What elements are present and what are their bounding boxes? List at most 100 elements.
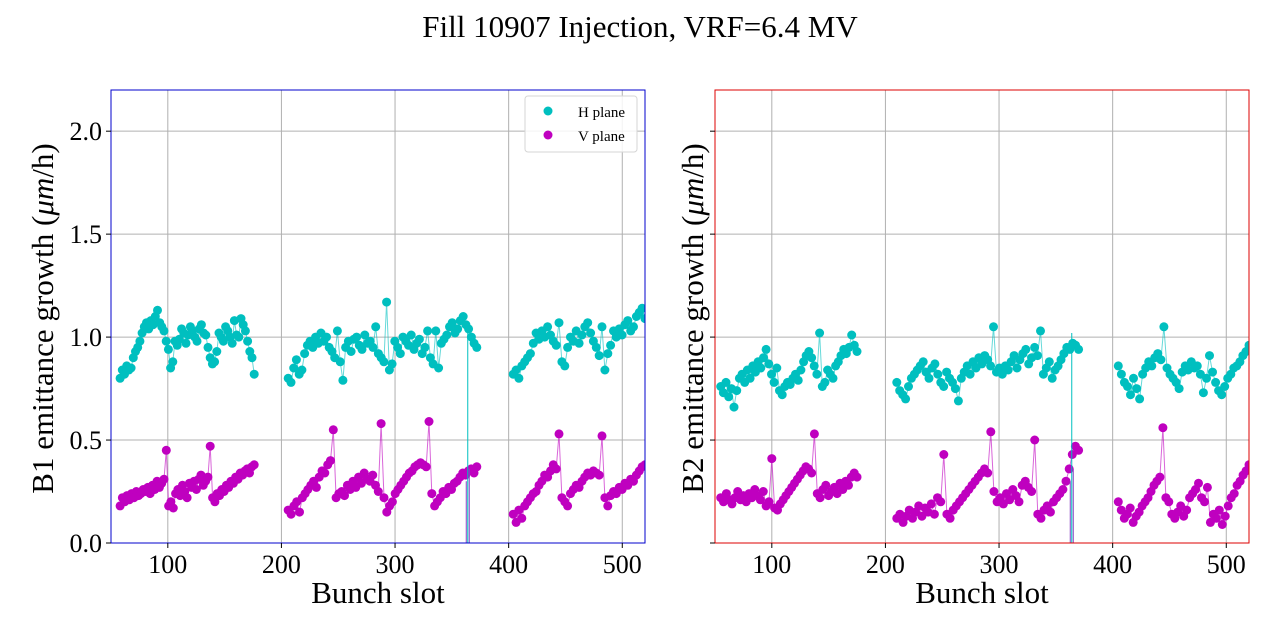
h-plane-point [583,318,593,328]
v-plane-point [1030,435,1040,445]
h-plane-point [1202,373,1211,383]
h-plane-point [249,369,259,379]
h-plane-point [453,324,463,334]
h-plane-point [953,396,963,406]
v-plane-point [205,441,215,451]
v-plane-point [328,425,338,435]
h-plane-point [761,344,771,354]
h-plane-point [586,328,596,338]
v-plane-point [1045,507,1055,517]
h-plane-point [234,332,244,342]
h-plane-point [289,363,299,373]
v-plane-point [594,470,604,480]
h-plane-point [767,369,776,379]
x-tick-label: 300 [376,550,415,579]
v-plane-point [815,493,825,503]
b2-data [716,322,1249,543]
x-tick-label: 300 [980,550,1019,579]
h-plane-point [335,357,345,367]
v-plane-point [196,470,206,480]
v-plane-point [1223,501,1233,511]
v-plane-point [161,445,171,455]
b2-xticks: 100 200 300 400 500 [752,543,1246,579]
v-plane-point [1036,513,1046,523]
legend-box [524,95,638,153]
y-tick-label: 2.0 [70,117,103,146]
v-plane-point [373,487,383,496]
h-plane-point [420,342,430,352]
v-plane-point [340,491,349,501]
h-plane-point [847,330,857,340]
h-plane-point [796,365,806,375]
h-plane-point [732,386,742,396]
v-plane-point [1202,482,1212,492]
v-plane-point [563,501,573,511]
b1-grid [111,90,645,543]
b1-yticks: 0.0 0.5 1.0 1.5 2.0 [70,117,111,558]
h-plane-point [591,342,601,352]
h-plane-point [382,297,392,307]
h-plane-point [434,363,444,373]
v-plane-point [554,429,564,439]
h-plane-point [1205,351,1214,361]
h-plane-point [1220,382,1230,391]
x-tick-label: 200 [262,550,301,579]
v-plane-point [210,497,220,507]
v-plane-point [1244,460,1249,470]
h-plane-point [852,347,862,356]
h-plane-point [159,326,169,336]
v-plane-point [1014,497,1024,507]
h-plane-point [431,326,441,336]
h-plane-point [1044,357,1054,367]
v-plane-point [203,472,213,482]
h-plane-point [1198,388,1208,398]
h-plane-point [543,322,553,332]
h-plane-point [360,330,370,340]
h-plane-point [126,363,136,373]
h-plane-point [769,377,779,387]
h-plane-point [286,377,296,387]
v-plane-point [758,487,768,496]
h-plane-point [600,365,610,375]
h-plane-point [904,382,913,391]
b1-ylabel: B1 emittance growth (μm/h) [25,143,60,493]
h-plane-point [606,340,616,350]
b2-ylabel-suffix: /h) [675,143,710,177]
h-plane-point [371,322,381,332]
h-plane-point [1047,373,1057,383]
h-plane-point [820,377,830,387]
b1-axes-frame [110,89,646,544]
v-plane-point [939,450,949,459]
h-plane-point [1123,382,1132,391]
h-plane-point [414,334,424,344]
y-tick-label: 1.5 [70,220,103,249]
v-plane-point [1229,489,1239,499]
h-plane-point [918,357,928,367]
h-plane-point [640,314,645,324]
b1-ylabel-unit: μm [25,178,60,217]
v-plane-point [1200,497,1209,507]
v-plane-point [1217,520,1227,529]
h-plane-point [764,359,774,369]
h-plane-point [551,340,561,350]
figure-title: Fill 10907 Injection, VRF=6.4 MV [422,9,858,44]
h-plane-point [554,318,564,328]
b1-xticks: 100 200 300 400 500 [148,543,642,579]
v-plane-point [249,460,259,470]
h-plane-point [297,365,307,375]
legend-marker-v-plane [543,130,553,140]
v-plane-point [168,503,178,513]
v-plane-point [517,513,527,523]
x-tick-label: 500 [603,550,642,579]
y-tick-label: 0.5 [70,426,103,455]
h-plane-point [240,326,250,336]
h-plane-point [218,336,228,346]
v-plane-point [1074,445,1084,455]
b2-grid [715,90,1249,543]
b2-yticks [710,130,715,544]
b2-ylabel-prefix: B2 emittance growth ( [675,216,710,494]
h-plane-point [1147,361,1157,371]
y-tick-label: 0.0 [70,529,103,558]
h-plane-point [1244,340,1249,350]
h-plane-point [1074,344,1084,354]
